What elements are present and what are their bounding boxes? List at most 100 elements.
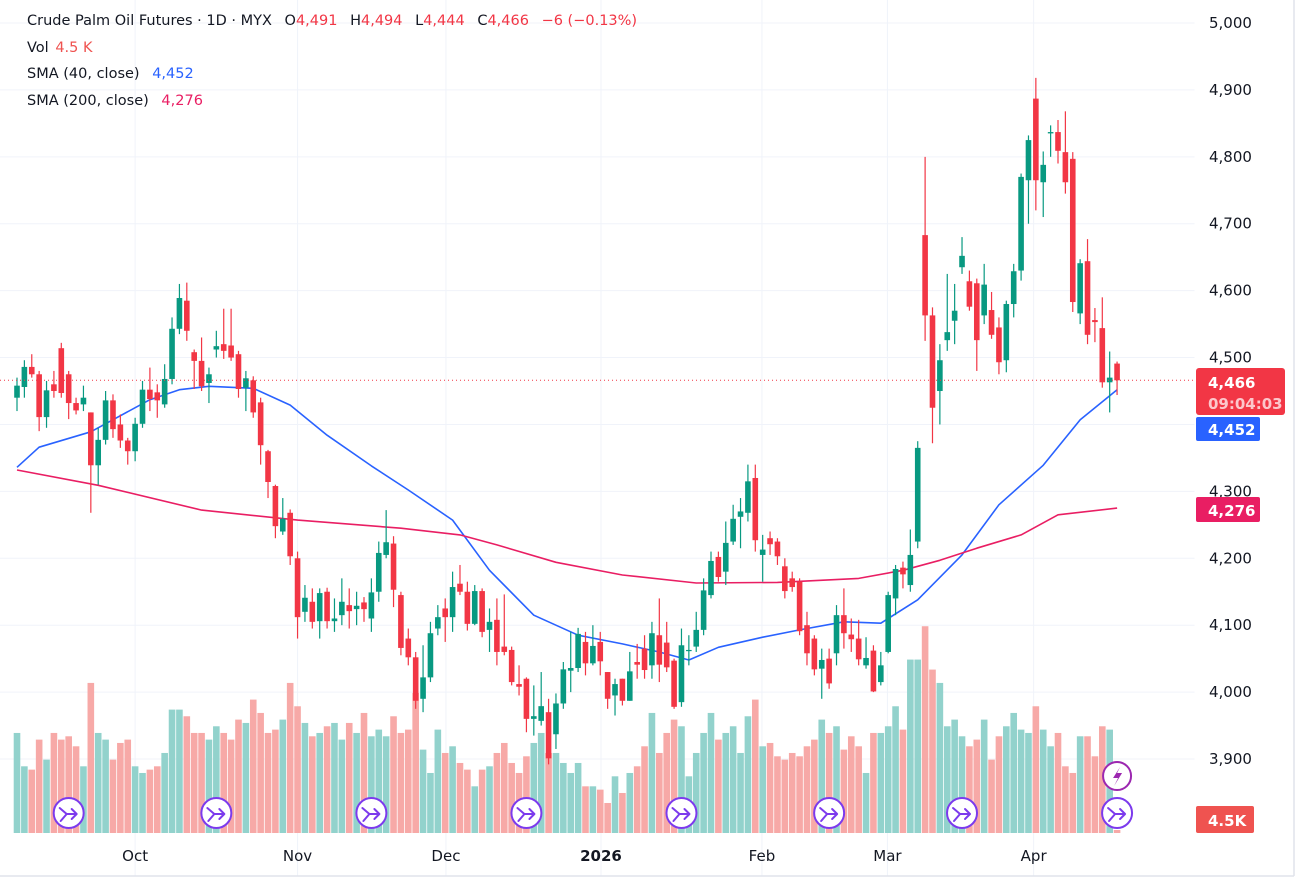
- volume-bar: [604, 802, 611, 833]
- candle: [1099, 297, 1106, 388]
- candle: [161, 364, 168, 408]
- candle: [560, 661, 567, 709]
- volume-bar: [486, 766, 493, 833]
- split-event-icon[interactable]: [1101, 797, 1134, 829]
- candle: [228, 308, 234, 361]
- candle-body: [678, 645, 685, 703]
- y-tick-label: 4,500: [1209, 349, 1252, 367]
- volume-bar: [57, 739, 65, 833]
- candle-body: [885, 595, 891, 652]
- volume-bar: [929, 669, 936, 833]
- lightning-event-icon[interactable]: [1102, 761, 1133, 791]
- candle: [996, 317, 1002, 375]
- event-markers[interactable]: [52, 761, 1134, 829]
- candle-body: [553, 703, 559, 735]
- split-event-icon[interactable]: [813, 797, 846, 829]
- volume-bar: [973, 739, 981, 833]
- candle-body: [88, 412, 94, 466]
- sma40-price-label: 4,452: [1196, 417, 1260, 441]
- volume-bar: [840, 749, 848, 833]
- sma200-label: SMA (200, close): [27, 92, 149, 109]
- candle: [641, 635, 648, 679]
- candle: [804, 611, 810, 666]
- candle-body: [486, 621, 493, 630]
- candle-body: [309, 601, 316, 622]
- symbol-title[interactable]: Crude Palm Oil Futures · 1D · MYX: [27, 13, 272, 29]
- split-event-icon[interactable]: [665, 797, 698, 829]
- sma200-legend-value: 4,276: [161, 92, 203, 109]
- last-price-label: 4,466 09:04:03: [1196, 368, 1285, 415]
- candle: [176, 283, 183, 335]
- candle-body: [811, 638, 818, 670]
- moving-averages: [16, 385, 1118, 661]
- volume-bar: [788, 752, 796, 833]
- candle-body: [302, 597, 308, 612]
- legend-volume[interactable]: Vol 4.5 K: [27, 35, 637, 62]
- candle-body: [383, 542, 389, 555]
- candle: [272, 484, 279, 539]
- candle-body: [656, 635, 663, 665]
- volume-bar: [257, 712, 264, 833]
- price-axis[interactable]: 5,000 4,900 4,800 4,700 4,600 4,500 4,300 4,200…: [1209, 14, 1252, 768]
- y-tick-label: 4,600: [1209, 282, 1252, 300]
- volume-bar: [375, 729, 383, 833]
- candle-body: [848, 634, 855, 640]
- candle: [752, 464, 759, 552]
- candle: [250, 376, 257, 418]
- volume-bar: [368, 736, 375, 833]
- split-event-icon[interactable]: [200, 797, 233, 829]
- x-tick-label: 2026: [580, 847, 622, 865]
- candle-body: [545, 712, 552, 759]
- split-event-icon[interactable]: [355, 797, 388, 829]
- volume-bar: [715, 739, 722, 833]
- volume-bar: [1054, 732, 1062, 833]
- legend-ohlc[interactable]: Crude Palm Oil Futures · 1D · MYX O4,491…: [27, 8, 637, 35]
- legend-sma200[interactable]: SMA (200, close) 4,276: [27, 88, 637, 115]
- close-value: 4,466: [487, 13, 529, 29]
- candle-body: [479, 591, 485, 632]
- candle: [678, 628, 685, 707]
- time-axis[interactable]: Oct Nov Dec 2026 Feb Mar Apr: [122, 847, 1047, 865]
- candle-body: [722, 542, 729, 572]
- volume-price-label: 4.5K: [1196, 806, 1254, 833]
- candle-body: [1025, 140, 1032, 181]
- candle-body: [139, 389, 146, 424]
- volume-bar: [1003, 726, 1010, 833]
- volume-bar: [94, 732, 102, 833]
- candle-body: [1033, 98, 1039, 181]
- candle: [235, 350, 242, 398]
- candle-body: [80, 397, 87, 405]
- volume-bar: [1025, 732, 1032, 833]
- candle-body: [198, 360, 205, 387]
- split-event-icon[interactable]: [52, 797, 85, 829]
- candle-body: [508, 649, 515, 683]
- candle: [73, 397, 79, 415]
- volume-bar: [737, 752, 744, 833]
- volume-bar: [648, 712, 656, 833]
- volume-bar: [213, 726, 220, 833]
- volume-bar: [1099, 726, 1106, 833]
- candle-body: [449, 587, 456, 618]
- candle-body: [176, 298, 183, 329]
- candle-body: [51, 384, 57, 392]
- volume-label: Vol: [27, 39, 49, 56]
- candle: [117, 414, 124, 448]
- candle-body: [922, 235, 928, 316]
- volume-bar: [700, 732, 707, 833]
- volume-bar: [301, 722, 309, 833]
- candle: [892, 564, 899, 616]
- candle: [900, 561, 906, 589]
- split-event-icon[interactable]: [510, 797, 543, 829]
- candle: [65, 370, 72, 420]
- volume-bar: [966, 746, 973, 833]
- candle: [1040, 151, 1047, 218]
- candle: [368, 578, 375, 632]
- volume-bar: [279, 719, 287, 833]
- high-label: H: [350, 13, 361, 29]
- legend-sma40[interactable]: SMA (40, close) 4,452: [27, 61, 637, 88]
- split-event-icon[interactable]: [946, 797, 979, 829]
- candle: [737, 498, 744, 549]
- volume-bar: [545, 752, 552, 833]
- candle: [206, 367, 212, 404]
